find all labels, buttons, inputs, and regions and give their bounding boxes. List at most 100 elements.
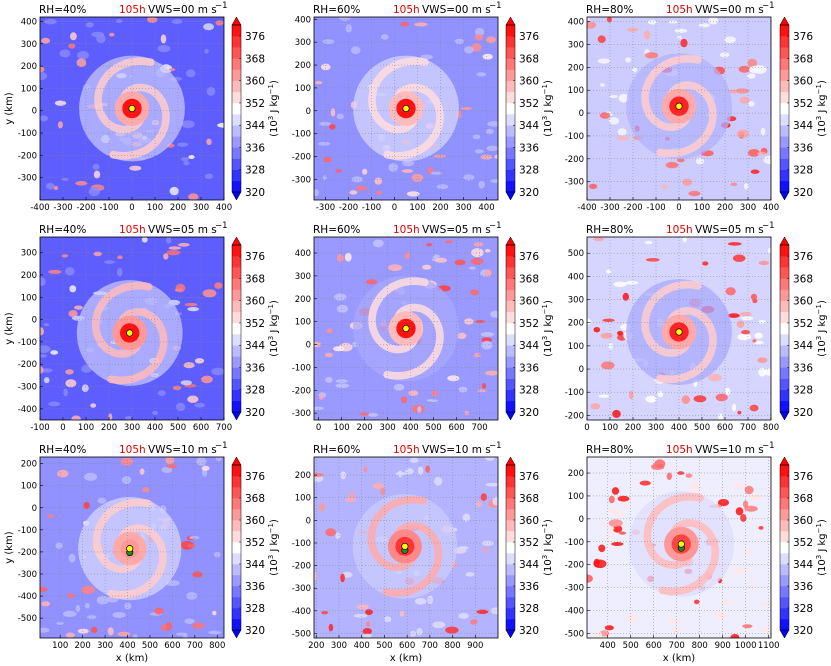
colorbar-level bbox=[506, 289, 515, 301]
y-tick-label: -200 bbox=[292, 386, 311, 396]
convective-cell bbox=[600, 332, 613, 339]
x-tick-label: 500 bbox=[376, 641, 392, 651]
convective-cell bbox=[372, 239, 384, 248]
colorbar-level bbox=[506, 36, 515, 48]
convective-cell bbox=[757, 357, 768, 364]
convective-cell bbox=[598, 394, 610, 398]
convective-cell bbox=[177, 142, 189, 147]
colorbar-max-arrow bbox=[505, 456, 516, 466]
y-tick-label: -300 bbox=[18, 570, 37, 580]
convective-cell bbox=[614, 509, 624, 517]
convective-cell bbox=[189, 535, 200, 540]
convective-cell bbox=[408, 390, 419, 396]
x-tick-label: 400 bbox=[354, 641, 370, 651]
convective-cell bbox=[732, 403, 737, 412]
convective-cell bbox=[768, 488, 771, 494]
convective-cell bbox=[208, 630, 221, 635]
y-tick-label: 400 bbox=[21, 17, 37, 27]
colorbar: 320 328 336 344 352 360 368 376 (103 J kg−1) bbox=[779, 236, 828, 421]
convective-cell bbox=[454, 38, 465, 44]
convective-cell bbox=[314, 406, 324, 410]
convective-cell bbox=[187, 307, 200, 312]
colorbar-level bbox=[506, 378, 515, 390]
colorbar-min-arrow bbox=[505, 411, 516, 421]
y-tick-label: -200 bbox=[565, 561, 584, 571]
convective-cell bbox=[117, 255, 123, 260]
convective-cell bbox=[77, 628, 89, 634]
colorbar-level bbox=[506, 136, 515, 148]
convective-cell bbox=[645, 395, 657, 403]
colorbar: 320 328 336 344 352 360 368 376 (103 J kg−1) bbox=[231, 236, 280, 421]
convective-cell bbox=[211, 367, 224, 376]
colorbar-level bbox=[232, 245, 241, 257]
convective-cell bbox=[68, 553, 76, 563]
colorbar-min-arrow bbox=[231, 629, 242, 639]
x-tick-label: 100 bbox=[409, 203, 425, 213]
convective-cell bbox=[43, 323, 50, 327]
convective-cell bbox=[607, 507, 615, 514]
convective-cell bbox=[196, 457, 207, 466]
colorbar-level bbox=[780, 245, 789, 257]
colorbar-min-arrow bbox=[231, 191, 242, 201]
convective-cell bbox=[593, 558, 600, 568]
y-tick-label: -300 bbox=[18, 383, 37, 393]
vws-exponent: −1 bbox=[489, 1, 502, 11]
convective-cell bbox=[478, 180, 485, 189]
panel-3: -400 -300 -200 -100 0 100 200 300 400 -300 -200 -10… bbox=[565, 1, 828, 213]
convective-cell bbox=[758, 367, 767, 377]
convective-cell bbox=[484, 457, 495, 461]
colorbar-tick-label: 360 bbox=[519, 515, 539, 527]
colorbar-level bbox=[232, 91, 241, 104]
y-tick-label: 200 bbox=[568, 63, 584, 73]
convective-cell bbox=[125, 416, 133, 420]
convective-cell bbox=[708, 17, 719, 25]
vws-exponent: −1 bbox=[215, 441, 228, 451]
colorbar-level bbox=[506, 520, 515, 532]
y-tick-label: 300 bbox=[295, 38, 311, 48]
colorbar-level bbox=[506, 256, 515, 268]
convective-cell bbox=[474, 34, 484, 41]
y-tick-label: 0 bbox=[306, 516, 311, 526]
y-tick-label: 100 bbox=[295, 318, 311, 328]
rh-title: RH=60% bbox=[313, 444, 360, 456]
x-tick-label: 200 bbox=[432, 203, 448, 213]
rh-title: RH=80% bbox=[586, 224, 633, 236]
convective-cell bbox=[764, 368, 771, 376]
convective-cell bbox=[108, 413, 113, 420]
convective-cell bbox=[432, 621, 446, 629]
convective-cell bbox=[399, 22, 410, 27]
convective-cell bbox=[336, 254, 344, 262]
plot-frame bbox=[313, 456, 499, 639]
convective-cell bbox=[74, 305, 83, 310]
convective-cell bbox=[587, 17, 590, 21]
colorbar-tick-label: 320 bbox=[793, 625, 813, 637]
colorbar-level bbox=[232, 58, 241, 70]
convective-cell bbox=[63, 388, 68, 397]
convective-cell bbox=[362, 628, 372, 635]
convective-cell bbox=[165, 621, 173, 631]
colorbar-tick-label: 320 bbox=[245, 187, 265, 199]
vws-exponent: −1 bbox=[215, 221, 228, 231]
convective-cell bbox=[91, 31, 105, 37]
convective-cell bbox=[71, 415, 81, 420]
convective-cell bbox=[608, 519, 623, 527]
convective-cell bbox=[654, 459, 666, 469]
colorbar-tick-label: 344 bbox=[793, 120, 813, 132]
x-tick-label: 300 bbox=[331, 641, 347, 651]
x-tick-label: 800 bbox=[763, 423, 779, 433]
y-tick-label: 300 bbox=[295, 272, 311, 282]
x-tick-label: -100 bbox=[99, 203, 118, 213]
colorbar-level bbox=[232, 367, 241, 379]
convective-cell bbox=[425, 465, 430, 473]
colorbar-level bbox=[506, 69, 515, 81]
colorbar-level bbox=[232, 311, 241, 324]
heatmap-field bbox=[587, 17, 771, 200]
convective-cell bbox=[214, 551, 221, 558]
colorbar-level bbox=[232, 69, 241, 81]
convective-cell bbox=[315, 81, 323, 85]
convective-cell bbox=[201, 465, 210, 471]
convective-cell bbox=[666, 472, 672, 480]
convective-cell bbox=[422, 264, 432, 270]
panel-2: -300 -200 -100 0 100 200 300 400 -300 -200 -100 0 10… bbox=[292, 1, 554, 213]
convective-cell bbox=[202, 289, 217, 298]
